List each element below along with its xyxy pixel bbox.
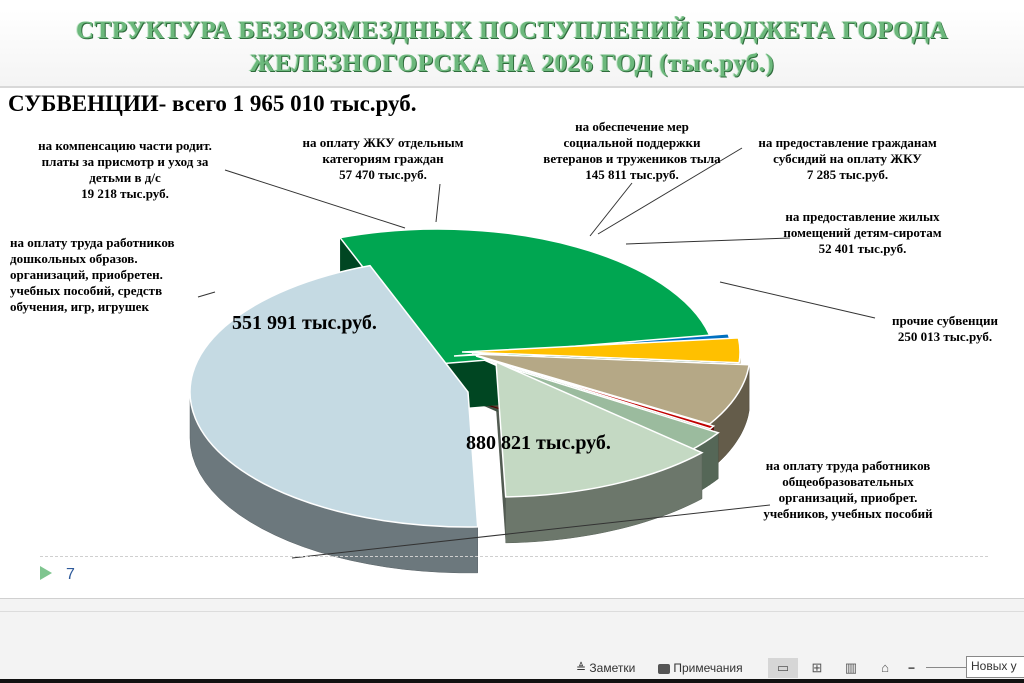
label-obshcheobr-line-2: общеобразовательных <box>782 474 914 489</box>
slide-title-line-1: СТРУКТУРА БЕЗВОЗМЕЗДНЫХ ПОСТУПЛЕНИЙ БЮДЖ… <box>75 17 949 44</box>
label-kompensaciya-line-2: платы за присмотр и уход за <box>41 154 209 169</box>
label-doshkol-line-3: организаций, приобретен. <box>10 267 163 282</box>
slide: СТРУКТУРА БЕЗВОЗМЕЗДНЫХ ПОСТУПЛЕНИЙ БЮДЖ… <box>0 10 1024 583</box>
slide-sorter-button[interactable]: ⊞ <box>802 658 832 678</box>
data-label-doshkol-value: 551 991 тыс.руб. <box>232 312 377 334</box>
slide-sorter-icon: ⊞ <box>811 660 823 675</box>
label-siroty-line-2: помещений детям-сиротам <box>783 225 942 240</box>
slice-5-top <box>475 355 716 430</box>
label-subsidii-line-1: на предоставление гражданам <box>758 135 937 150</box>
leader-line-3 <box>597 147 743 235</box>
notes-icon: ≜ <box>576 661 587 675</box>
slice-3-top <box>461 337 741 364</box>
label-siroty-line-1: на предоставление жилых <box>785 209 940 224</box>
pie-top-layer <box>189 228 751 528</box>
notes-label: Заметки <box>589 661 636 675</box>
label-zhku: на оплату ЖКУ отдельным категориям гражд… <box>288 135 478 183</box>
status-bar: ≜ Заметки Примечания ▭ ⊞ ▥ ⌂ − Новых у <box>0 656 1024 679</box>
label-kompensaciya-line-3: детьми в д/с <box>89 170 161 185</box>
slice-0-top <box>189 264 479 528</box>
title-band <box>0 10 1024 88</box>
label-obshcheobr-line-3: организаций, приобрет. <box>778 490 918 505</box>
leader-line-6 <box>197 291 216 298</box>
normal-view-button[interactable]: ▭ <box>768 658 798 678</box>
label-obshcheobr: на оплату труда работников общеобразоват… <box>748 458 948 522</box>
leader-line-1 <box>435 183 441 223</box>
comment-icon <box>658 663 670 674</box>
leader-line-0 <box>224 169 406 229</box>
label-veterany-line-2: социальной поддержки <box>563 135 701 150</box>
label-siroty: на предоставление жилых помещений детям-… <box>770 209 955 257</box>
data-label-obshcheobr-value: 880 821 тыс.руб. <box>466 432 611 454</box>
label-doshkol-line-5: обучения, игр, игрушек <box>10 299 149 314</box>
leader-line-7 <box>291 504 771 559</box>
notes-pane-divider <box>0 611 1024 612</box>
label-subsidii-value: 7 285 тыс.руб. <box>806 167 889 182</box>
label-kompensaciya: на компенсацию части родит. платы за при… <box>20 138 230 202</box>
pie-chart <box>189 147 876 574</box>
slice-7-top <box>495 360 704 498</box>
leader-line-4 <box>625 237 791 245</box>
comments-button[interactable]: Примечания <box>658 659 743 677</box>
label-obshcheobr-line-1: на оплату труда работников <box>765 458 931 473</box>
leader-line-2 <box>589 182 633 237</box>
slice-4-top <box>471 353 751 425</box>
label-subsidii-line-2: субсидий на оплату ЖКУ <box>773 151 922 166</box>
chart-subtitle: СУБВЕНЦИИ- всего 1 965 010 тыс.руб. <box>8 91 417 116</box>
label-veterany-line-3: ветеранов и тружеников тыла <box>543 151 721 166</box>
slideshow-icon: ⌂ <box>881 660 889 675</box>
slide-footer-divider <box>40 556 988 557</box>
label-zhku-line-2: категориям граждан <box>322 151 444 166</box>
new-input-field[interactable]: Новых у <box>966 656 1024 678</box>
label-veterany: на обеспечение мер социальной поддержки … <box>527 119 737 183</box>
zoom-out-button[interactable]: − <box>908 661 916 675</box>
label-prochie-value: 250 013 тыс.руб. <box>897 329 993 344</box>
label-veterany-value: 145 811 тыс.руб. <box>585 167 679 182</box>
label-prochie-line-1: прочие субвенции <box>892 313 998 328</box>
label-veterany-line-1: на обеспечение мер <box>575 119 689 134</box>
notes-button[interactable]: ≜ Заметки <box>576 659 635 677</box>
comments-label: Примечания <box>673 661 743 675</box>
label-doshkol-line-1: на оплату труда работников <box>10 235 175 250</box>
reading-view-icon: ▥ <box>844 660 858 675</box>
slideshow-button[interactable]: ⌂ <box>870 658 900 678</box>
leader-lines <box>197 147 876 559</box>
slice-1-top <box>338 228 714 365</box>
label-doshkol: на оплату труда работников дошкольных об… <box>10 235 210 315</box>
reading-view-button[interactable]: ▥ <box>836 658 866 678</box>
zoom-slider[interactable] <box>926 667 966 668</box>
taskbar-edge <box>0 679 1024 683</box>
label-subsidii: на предоставление гражданам субсидий на … <box>740 135 955 183</box>
label-doshkol-line-4: учебных пособий, средств <box>10 283 163 298</box>
label-prochie: прочие субвенции 250 013 тыс.руб. <box>880 313 1010 345</box>
label-kompensaciya-value: 19 218 тыс.руб. <box>81 186 169 201</box>
label-kompensaciya-line-1: на компенсацию части родит. <box>38 138 212 153</box>
label-obshcheobr-line-4: учебников, учебных пособий <box>763 506 933 521</box>
normal-view-icon: ▭ <box>776 660 790 675</box>
label-doshkol-line-2: дошкольных образов. <box>10 251 138 266</box>
label-siroty-value: 52 401 тыс.руб. <box>818 241 907 256</box>
leader-line-5 <box>719 281 876 319</box>
label-zhku-line-1: на оплату ЖКУ отдельным <box>302 135 464 150</box>
play-icon[interactable] <box>40 566 52 580</box>
slide-title-line-2: ЖЕЛЕЗНОГОРСКА НА 2026 ГОД (тыс.руб.) <box>249 50 775 77</box>
label-zhku-value: 57 470 тыс.руб. <box>339 167 427 182</box>
notes-pane[interactable] <box>0 598 1024 658</box>
slide-page-number: 7 <box>66 566 75 583</box>
